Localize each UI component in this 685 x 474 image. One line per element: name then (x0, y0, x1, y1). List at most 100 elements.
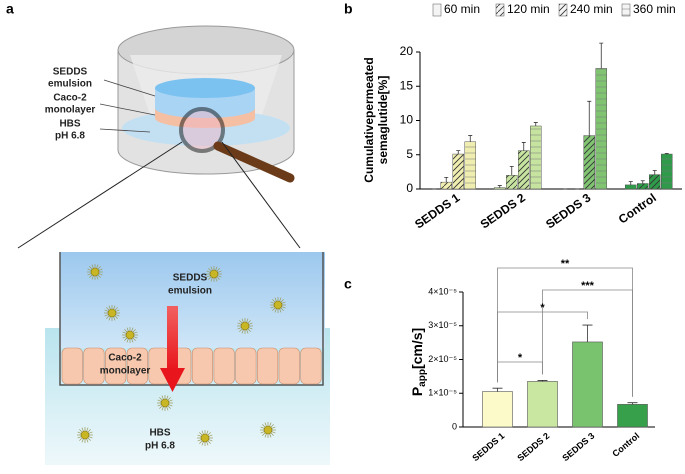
cell (235, 347, 257, 385)
cell (191, 347, 213, 385)
diagram-label: Caco-2 (108, 353, 142, 364)
y-tick-label: 10 (400, 113, 414, 127)
micelle (77, 427, 93, 443)
error-bar (640, 180, 645, 184)
error-bar (664, 152, 669, 155)
y-tick-label: 2×10⁻⁵ (428, 354, 457, 364)
bar (506, 175, 518, 190)
bar (583, 135, 595, 190)
significance-bracket (497, 267, 633, 397)
y-tick-label: 1×10⁻⁵ (428, 388, 457, 398)
bar (637, 183, 649, 190)
y-tick-label: 0 (406, 181, 413, 195)
error-bar (509, 165, 514, 176)
cell (126, 347, 148, 385)
cell (213, 347, 235, 385)
bar (617, 404, 648, 428)
diagram-label: Caco-2 (53, 93, 87, 104)
error-bar (497, 185, 502, 188)
micelle (237, 318, 253, 334)
cell (300, 347, 322, 385)
x-tick-label: Control (616, 191, 659, 227)
y-axis-label: Cumulativepermeated (362, 57, 376, 182)
bar (482, 391, 513, 428)
error-bar (533, 122, 538, 126)
diagram-label: pH 6.8 (55, 131, 85, 142)
bar (625, 184, 637, 190)
cell (61, 347, 83, 385)
bar (649, 174, 661, 190)
micelle (122, 327, 138, 343)
legend-label: 60 min (444, 2, 480, 16)
panel-label: a (6, 1, 14, 17)
legend-label: 120 min (507, 2, 550, 16)
significance-label: * (540, 302, 545, 314)
bar (572, 341, 603, 428)
error-bar (521, 142, 526, 151)
y-tick-label: 5 (406, 147, 413, 161)
bar (440, 181, 452, 190)
significance-label: *** (581, 280, 595, 292)
cell (83, 347, 105, 385)
diagram-label: SEDDS (53, 67, 88, 78)
diagram-label: monolayer (45, 105, 96, 116)
error-bar (537, 380, 548, 382)
diagram-a (17, 25, 330, 465)
bar (518, 150, 530, 190)
bar (527, 381, 558, 428)
bar (494, 187, 506, 190)
significance-bracket (497, 311, 588, 383)
y-tick-label: 15 (400, 78, 414, 92)
cell (278, 347, 300, 385)
y-tick-label: 0 (452, 421, 457, 431)
micelle (104, 305, 120, 321)
micelle (206, 266, 222, 282)
diagram-label: monolayer (100, 366, 151, 377)
x-tick-label: SEDDS 2 (515, 431, 551, 463)
x-tick-label: SEDDS 1 (470, 431, 506, 463)
y-label-part: app (417, 369, 428, 387)
significance-label: * (518, 352, 523, 364)
y-tick-label: 4×10⁻⁵ (428, 286, 457, 296)
error-bar (599, 42, 604, 69)
cell (105, 347, 127, 385)
legend-label: 240 min (570, 2, 613, 16)
error-bar (468, 135, 473, 142)
error-bar (582, 324, 593, 342)
y-label-part: P (409, 387, 425, 396)
x-tick-label: SEDDS 1 (412, 190, 462, 231)
legend-swatch (495, 3, 505, 17)
micelle (87, 264, 103, 280)
legend-label: 360 min (633, 2, 676, 16)
significance-bracket (542, 289, 633, 397)
x-tick-label: SEDDS 3 (543, 190, 593, 231)
micelle (270, 297, 286, 313)
error-bar (652, 170, 657, 175)
significance-bracket (497, 361, 543, 383)
bar (595, 68, 607, 190)
diagram-label: emulsion (168, 286, 212, 297)
significance-label: ** (561, 258, 570, 270)
bar (530, 125, 542, 190)
legend-swatch (621, 3, 631, 17)
y-tick-label: 3×10⁻⁵ (428, 320, 457, 330)
diagram-label: HBS (59, 119, 80, 130)
y-tick-label: 20 (400, 44, 414, 58)
error-bar (492, 387, 503, 392)
panel-label: b (344, 1, 353, 17)
diagram-label: SEDDS (173, 273, 208, 284)
bar (661, 153, 673, 190)
diagram-label: pH 6.8 (145, 441, 175, 452)
diagram-label: emulsion (48, 79, 92, 90)
y-label-part: [cm/s] (409, 328, 425, 369)
panel-label: c (344, 276, 352, 292)
y-axis-label: Papp[cm/s] (409, 328, 428, 396)
micelle (157, 395, 173, 411)
legend-swatch (558, 3, 568, 17)
y-axis-label: semaglutide[%] (376, 76, 390, 165)
cell (256, 347, 279, 385)
error-bar (587, 100, 592, 136)
error-bar (444, 176, 449, 183)
bar (452, 153, 464, 190)
